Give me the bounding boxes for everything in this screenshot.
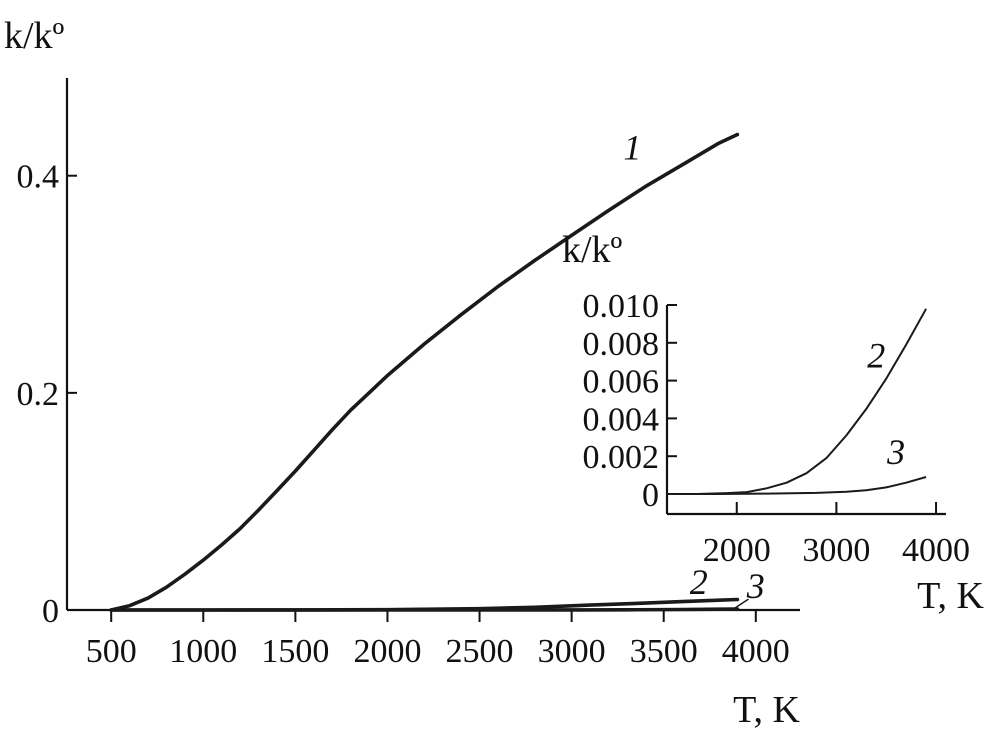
y-tick-label: 0.2 [17, 376, 60, 413]
inset-y-tick-label: 0.002 [583, 439, 660, 476]
series-1-label: 1 [623, 127, 641, 167]
inset-series-3-label: 3 [886, 432, 905, 472]
series-3-label: 3 [746, 566, 765, 606]
x-tick-label: 3000 [538, 633, 606, 670]
x-tick-label: 3500 [630, 633, 698, 670]
x-tick-label: 4000 [722, 633, 790, 670]
inset-y-tick-label: 0.004 [583, 401, 660, 438]
inset-x-tick-label: 4000 [902, 532, 970, 569]
series-3-leader [733, 598, 749, 610]
x-tick-label: 2500 [446, 633, 514, 670]
x-tick-label: 1500 [261, 633, 329, 670]
x-axis-title: T, K [733, 689, 800, 731]
series-1-line [109, 132, 740, 612]
inset-y-tick-label: 0.010 [583, 288, 660, 325]
inset-x-tick-label: 3000 [802, 532, 870, 569]
y-tick-label: 0 [42, 593, 59, 630]
series-3-line [109, 607, 740, 612]
inset-x-axis-title: T, K [917, 575, 984, 617]
series-2-label: 2 [690, 562, 708, 602]
inset-series-2-label: 2 [867, 335, 885, 375]
inset-y-tick-label: 0.008 [583, 326, 660, 363]
x-tick-label: 2000 [353, 633, 421, 670]
inset-y-tick-label: 0 [642, 477, 659, 514]
inset-series-3-line [667, 476, 927, 495]
x-tick-label: 500 [86, 633, 137, 670]
main-plot: 500 1000 1500 2000 2500 3000 3500 4000 0 0.2 0.4 k/… [4, 15, 801, 731]
inset-x-tick-label: 2000 [703, 532, 771, 569]
inset-y-tick-label: 0.006 [583, 364, 660, 401]
y-tick-label: 0.4 [17, 159, 60, 196]
inset-y-axis-title: k/kº [562, 229, 623, 271]
x-tick-label: 1000 [169, 633, 237, 670]
y-axis-title: k/kº [4, 15, 65, 57]
